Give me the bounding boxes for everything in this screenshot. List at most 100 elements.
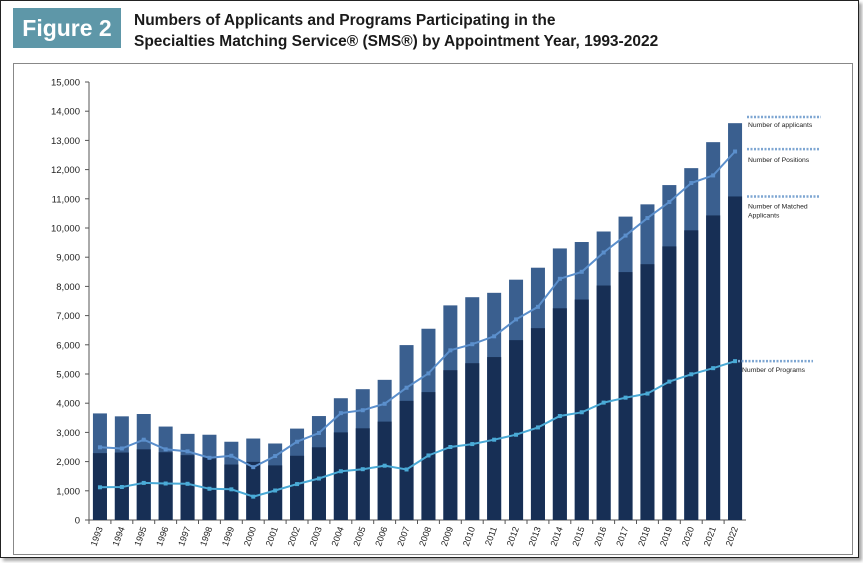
programs-point [97, 485, 102, 490]
y-tick-label: 7,000 [56, 311, 80, 322]
y-tick-label: 15,000 [51, 78, 80, 89]
positions-point [97, 445, 102, 450]
x-tick-label: 1996 [154, 525, 170, 547]
x-tick-label: 2001 [264, 525, 280, 547]
y-tick-label: 4,000 [56, 399, 80, 410]
label-number-of-programs: Number of Programs [742, 367, 806, 374]
bar-matched-applicants [574, 299, 589, 520]
programs-point [404, 467, 409, 472]
positions-point [514, 317, 519, 322]
x-tick-label: 1999 [220, 525, 236, 547]
programs-line [99, 360, 736, 498]
chart-title-line-1: Numbers of Applicants and Programs Parti… [134, 12, 556, 29]
bar-matched-applicants [268, 465, 283, 520]
x-tick-label: 2003 [308, 525, 324, 547]
programs-point [163, 481, 168, 486]
y-tick-label: 1,000 [56, 486, 80, 497]
bar-matched-applicants [465, 363, 480, 520]
bar-matched-applicants [290, 455, 305, 520]
y-tick-label: 3,000 [56, 428, 80, 439]
programs-point [470, 442, 475, 447]
x-tick-label: 2010 [461, 525, 477, 547]
programs-point [229, 487, 234, 492]
x-tick-label: 2004 [329, 525, 345, 547]
positions-point [163, 447, 168, 452]
y-tick-label: 14,000 [51, 107, 80, 118]
x-tick-label: 2019 [658, 525, 674, 547]
bar-matched-applicants [530, 328, 545, 520]
positions-point [207, 455, 212, 460]
y-tick-label: 11,000 [52, 194, 80, 205]
programs-point [535, 425, 540, 430]
y-tick-label: 12,000 [51, 165, 80, 176]
positions-point [711, 173, 716, 178]
programs-point [579, 410, 584, 415]
bar-matched-applicants [355, 428, 370, 520]
programs-point [667, 379, 672, 384]
x-tick-label: 2016 [592, 525, 608, 547]
positions-point [689, 181, 694, 186]
programs-point [426, 453, 431, 458]
x-tick-label: 2015 [570, 525, 586, 547]
x-tick-label: 2018 [636, 525, 652, 547]
x-tick-label: 2007 [395, 525, 411, 547]
x-tick-label: 2005 [351, 525, 367, 547]
programs-point [733, 359, 738, 364]
positions-point [382, 401, 387, 406]
figure-label: Figure 2 [13, 8, 121, 48]
chart-title-line-2: Specialties Matching Service® (SMS®) by … [134, 33, 659, 50]
programs-point [711, 366, 716, 371]
positions-point [185, 449, 190, 454]
x-tick-label: 2006 [373, 525, 389, 547]
x-tick-label: 2000 [242, 525, 258, 547]
label-number-of-applicants: Number of applicants [748, 122, 813, 129]
positions-point [535, 304, 540, 309]
positions-point [229, 453, 234, 458]
bar-matched-applicants [509, 340, 524, 520]
bar-matched-applicants [377, 421, 392, 520]
x-tick-label: 2020 [680, 525, 696, 547]
y-tick-label: 9,000 [56, 253, 80, 264]
bar-matched-applicants [399, 400, 414, 520]
programs-point [273, 488, 278, 493]
y-tick-label: 6,000 [56, 340, 80, 351]
x-tick-label: 1995 [132, 525, 148, 547]
positions-point [316, 430, 321, 435]
positions-point [426, 371, 431, 376]
positions-point [557, 276, 562, 281]
positions-point [470, 342, 475, 347]
x-tick-label: 2022 [724, 525, 740, 547]
programs-point [295, 482, 300, 487]
positions-point [601, 250, 606, 255]
x-tick-label: 2002 [286, 525, 302, 547]
programs-point [338, 469, 343, 474]
positions-point [733, 149, 738, 154]
programs-point [382, 463, 387, 468]
programs-point [316, 476, 321, 481]
positions-point [623, 233, 628, 238]
programs-point [623, 395, 628, 400]
x-tick-label: 1998 [198, 525, 214, 547]
positions-point [360, 408, 365, 413]
positions-point [295, 439, 300, 444]
programs-point [645, 391, 650, 396]
chart-title: Numbers of Applicants and Programs Parti… [134, 10, 658, 52]
programs-point [251, 494, 256, 499]
positions-point [338, 411, 343, 416]
programs-point [601, 400, 606, 405]
x-tick-label: 1993 [89, 525, 105, 547]
programs-point [360, 467, 365, 472]
y-tick-label: 8,000 [56, 282, 80, 293]
positions-point [251, 465, 256, 470]
label-number-of-matched-applicants: Number of Matched Applicants [748, 203, 808, 219]
positions-point [492, 334, 497, 339]
positions-point [579, 269, 584, 274]
x-tick-label: 2017 [614, 525, 630, 547]
programs-point [185, 481, 190, 486]
x-tick-label: 1994 [110, 525, 126, 547]
y-tick-label: 10,000 [51, 224, 80, 235]
programs-point [448, 445, 453, 449]
programs-point [689, 372, 694, 377]
bar-matched-applicants [311, 447, 326, 520]
